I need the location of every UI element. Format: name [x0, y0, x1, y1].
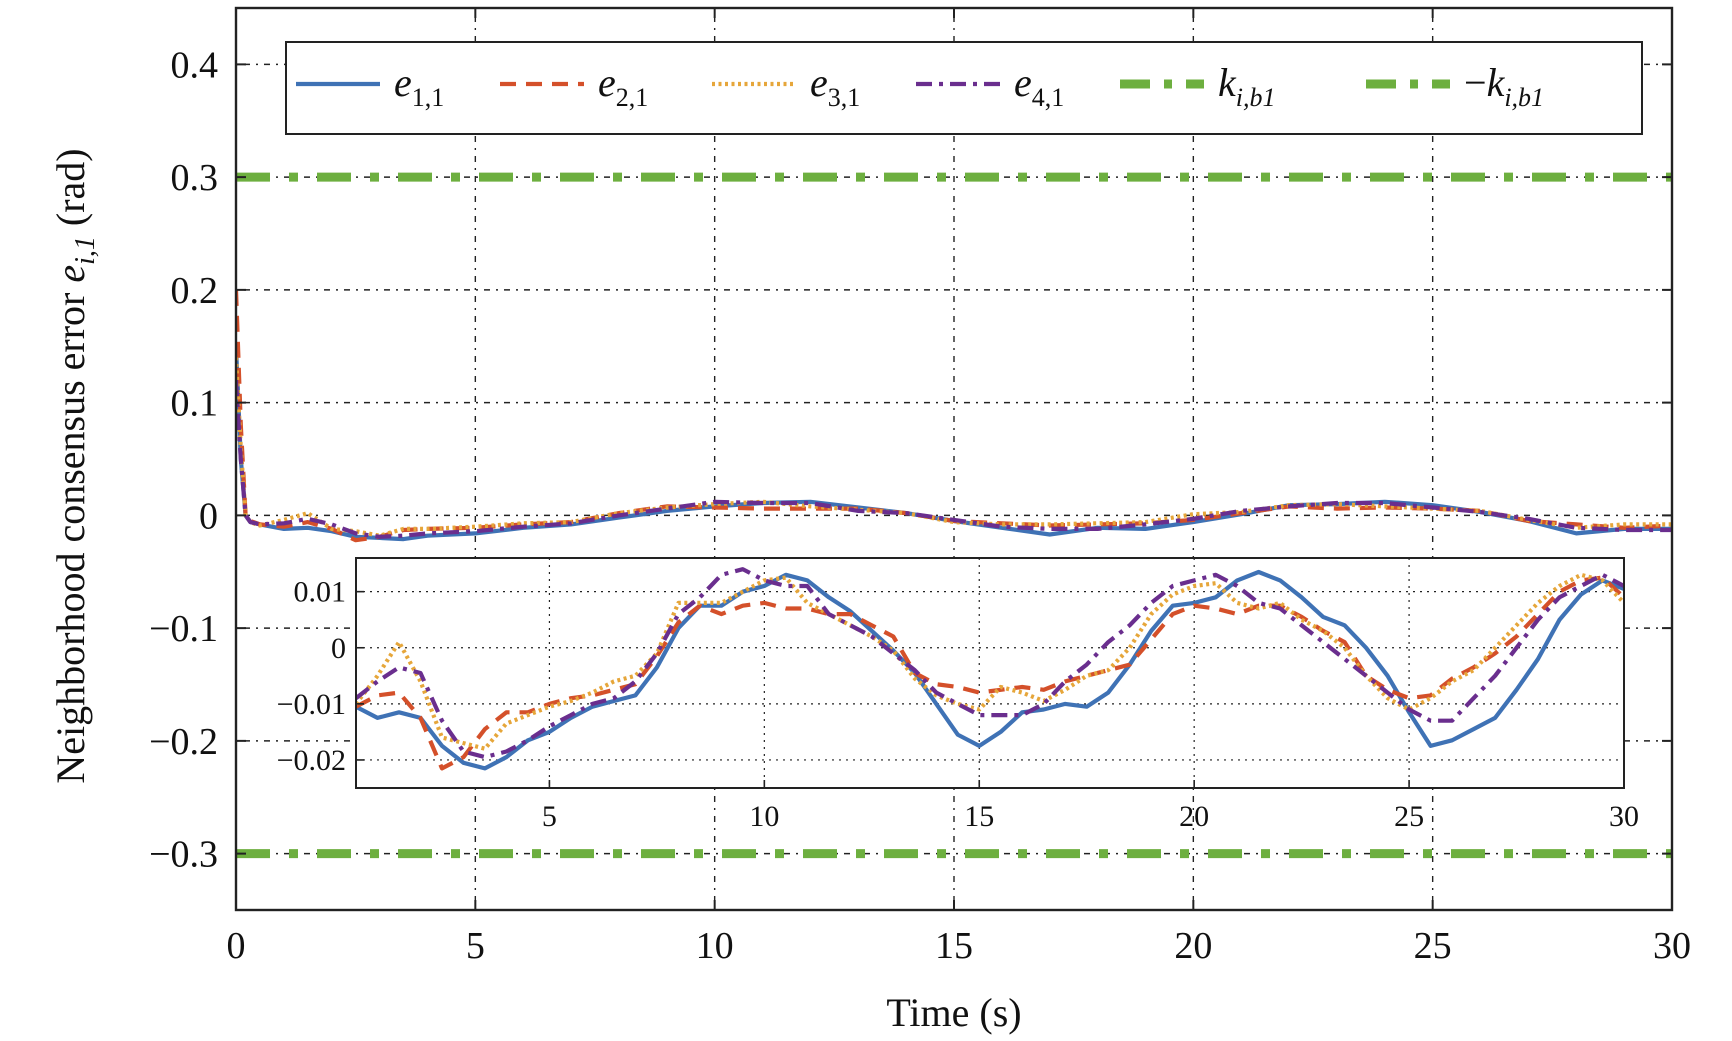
y-axis-label: Neighborhood consensus error ei,1 (rad)	[48, 148, 101, 783]
y-tick-label: −0.3	[149, 834, 218, 876]
x-tick-label: 20	[1174, 925, 1212, 967]
inset-background	[356, 558, 1624, 788]
inset-y-tick-label: 0	[331, 632, 346, 665]
y-tick-label: 0	[199, 495, 218, 537]
inset-y-tick-label: −0.02	[277, 744, 346, 777]
inset-series-line-4	[356, 567, 1624, 760]
series-line-4	[236, 379, 1672, 539]
x-tick-label: 30	[1653, 925, 1691, 967]
y-tick-label: −0.1	[149, 608, 218, 650]
inset-series-line-2	[356, 575, 1624, 771]
main-axes: 0 5 10 15 20 25 30 0.4 0.3 0.2 0.1 0 −0.1 −0.2 −0.3	[149, 6, 1691, 967]
legend-label-5: ki,b1	[1218, 60, 1276, 112]
inset-series-line-1	[356, 569, 1624, 771]
inset-x-tick-label: 15	[964, 800, 994, 833]
inset-frame	[355, 557, 1625, 789]
inset-x-tick-label: 5	[542, 800, 557, 833]
main-series-group	[236, 172, 1672, 859]
legend-label-3: e3,1	[810, 60, 860, 112]
legend-label-6: −ki,b1	[1464, 60, 1544, 112]
x-tick-label: 25	[1414, 925, 1452, 967]
y-tick-label: −0.2	[149, 721, 218, 763]
inset-x-tick-label: 30	[1609, 800, 1639, 833]
inset-y-tick-label: 0.01	[294, 576, 347, 609]
x-tick-label: 15	[935, 925, 973, 967]
x-tick-label: 5	[466, 925, 485, 967]
y-tick-label: 0.4	[171, 44, 219, 86]
legend-label-2: e2,1	[598, 60, 648, 112]
inset-series-group	[356, 567, 1624, 771]
legend-label-4: e4,1	[1014, 60, 1064, 112]
legend: e1,1 e2,1 e3,1 e4,1 ki,b1 −ki,b1	[285, 41, 1643, 135]
x-axis-label: Time (s)	[886, 990, 1021, 1035]
legend-label-1: e1,1	[394, 60, 444, 112]
inset-y-tick-label: −0.01	[277, 688, 346, 721]
x-tick-label: 0	[227, 925, 246, 967]
y-tick-label: 0.1	[171, 383, 219, 425]
series-line-2	[236, 289, 1672, 543]
inset-x-tick-label: 10	[749, 800, 779, 833]
x-tick-label: 10	[696, 925, 734, 967]
inset-chart: 5 10 15 20 25 30 0.01 0 −0.01 −0.02	[277, 557, 1639, 833]
y-tick-label: 0.3	[171, 157, 219, 199]
inset-x-tick-label: 25	[1394, 800, 1424, 833]
inset-x-tick-label: 20	[1179, 800, 1209, 833]
y-tick-label: 0.2	[171, 270, 219, 312]
